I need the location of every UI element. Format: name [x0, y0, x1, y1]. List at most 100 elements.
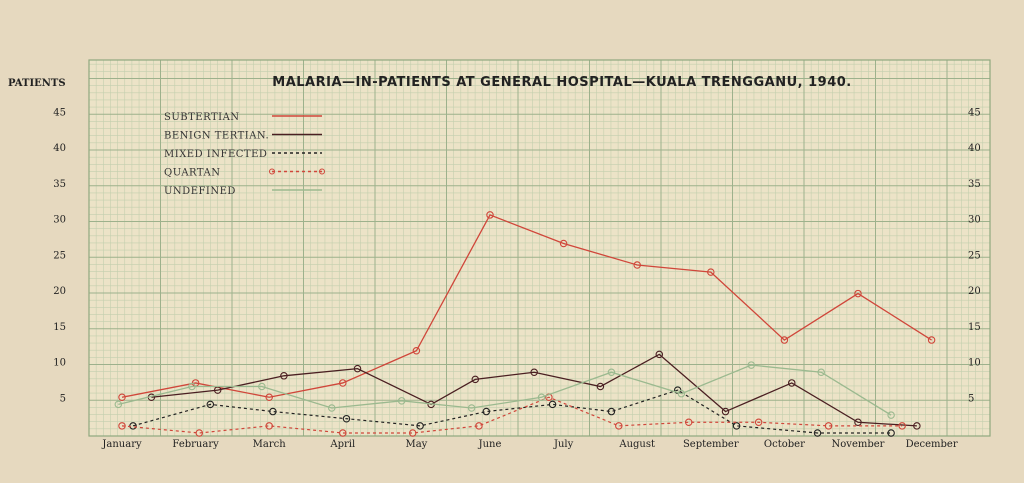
data-point — [114, 400, 123, 409]
data-point — [195, 429, 204, 437]
data-point — [269, 407, 277, 416]
data-point — [913, 422, 921, 430]
y-tick-label-right: 25 — [968, 250, 981, 261]
data-point — [721, 407, 730, 416]
data-point — [677, 389, 686, 398]
data-point — [633, 261, 641, 269]
y-tick-label-left: 20 — [53, 286, 66, 297]
y-tick-label-right: 20 — [968, 286, 981, 297]
legend-label: UNDEFINED — [164, 186, 236, 197]
x-tick-label: October — [764, 439, 805, 450]
data-point — [788, 379, 796, 387]
series-line — [151, 353, 917, 427]
series-lines — [114, 211, 936, 437]
data-point — [342, 414, 351, 423]
chart-title: MALARIA—IN-PATIENTS AT GENERAL HOSPITAL—… — [272, 75, 851, 90]
series-undefined — [114, 361, 895, 419]
data-point — [328, 404, 336, 412]
y-tick-label-left: 30 — [53, 215, 66, 226]
y-tick-label-right: 40 — [968, 143, 981, 154]
data-point — [887, 429, 895, 437]
y-tick-label-right: 45 — [968, 107, 981, 118]
y-tick-label-left: 15 — [53, 322, 66, 333]
legend-label: BENIGN TERTIAN. — [164, 131, 269, 142]
data-point — [684, 418, 693, 427]
x-tick-label: February — [172, 439, 219, 450]
y-tick-label-right: 15 — [968, 322, 981, 333]
data-point — [339, 379, 347, 387]
x-tick-label: April — [329, 439, 355, 450]
data-point — [927, 336, 936, 344]
data-point — [548, 400, 557, 409]
data-point — [486, 211, 494, 219]
data-point — [780, 336, 789, 344]
data-point — [475, 422, 483, 430]
legend-marker — [269, 168, 275, 175]
y-tick-label-right: 35 — [968, 179, 981, 190]
legend-marker — [319, 168, 325, 175]
legend-label: QUARTAN — [164, 168, 221, 179]
data-point — [118, 422, 126, 430]
y-tick-label-right: 10 — [968, 358, 981, 369]
data-point — [353, 364, 362, 373]
data-point — [655, 350, 664, 359]
series-mixed-infected — [129, 386, 895, 437]
y-tick-label-left: 10 — [53, 358, 66, 369]
data-point — [530, 368, 538, 376]
y-tick-label-left: 40 — [53, 143, 66, 154]
y-tick-label-right: 30 — [968, 215, 981, 226]
data-point — [408, 429, 417, 437]
x-tick-label: November — [832, 439, 885, 450]
data-point — [898, 422, 906, 430]
y-axis-ticks-right: 5 10 15 20 25 30 35 40 45 — [968, 107, 981, 404]
y-tick-label-left: 25 — [53, 250, 66, 261]
data-point — [732, 422, 741, 430]
data-point — [339, 429, 347, 437]
data-point — [607, 368, 616, 376]
data-point — [416, 422, 424, 430]
y-tick-label-left: 45 — [53, 107, 66, 118]
y-tick-label-left: 5 — [60, 393, 66, 404]
series-line — [132, 389, 892, 434]
data-point — [397, 397, 406, 405]
data-point — [817, 368, 825, 376]
x-tick-label: January — [101, 439, 142, 450]
data-point — [537, 393, 546, 401]
x-tick-label: March — [253, 439, 287, 450]
data-point — [471, 375, 480, 384]
data-point — [607, 407, 616, 416]
data-point — [206, 400, 215, 409]
data-point — [280, 372, 288, 380]
data-point — [854, 418, 862, 427]
series-line — [121, 396, 903, 434]
y-axis-label: PATIENTS — [8, 78, 66, 89]
x-axis-ticks: January February March April May June July Augu… — [101, 439, 957, 450]
x-tick-label: June — [478, 439, 502, 450]
data-point — [754, 418, 763, 427]
x-tick-label: July — [553, 439, 574, 450]
legend-label: MIXED INFECTED — [164, 149, 267, 160]
data-point — [707, 268, 715, 276]
data-point — [412, 347, 421, 355]
data-point — [854, 289, 862, 298]
data-point — [482, 407, 491, 416]
data-point — [813, 429, 822, 437]
data-point — [188, 382, 196, 391]
data-point — [596, 382, 605, 391]
series-subtertian — [118, 211, 936, 401]
data-point — [887, 411, 895, 419]
data-point — [265, 422, 273, 430]
x-tick-label: September — [683, 439, 739, 450]
data-point — [129, 422, 137, 430]
plot-border — [88, 59, 991, 437]
x-tick-label: May — [405, 439, 427, 450]
data-point — [258, 382, 266, 391]
data-point — [265, 393, 273, 401]
data-point — [615, 422, 623, 430]
x-tick-label: August — [618, 439, 655, 450]
x-tick-label: December — [906, 439, 958, 450]
data-point — [559, 239, 568, 248]
series-benign-tertian — [147, 350, 921, 430]
y-axis-ticks-left: 5 10 15 20 25 30 35 40 45 — [53, 107, 66, 404]
y-tick-label-right: 5 — [968, 393, 974, 404]
